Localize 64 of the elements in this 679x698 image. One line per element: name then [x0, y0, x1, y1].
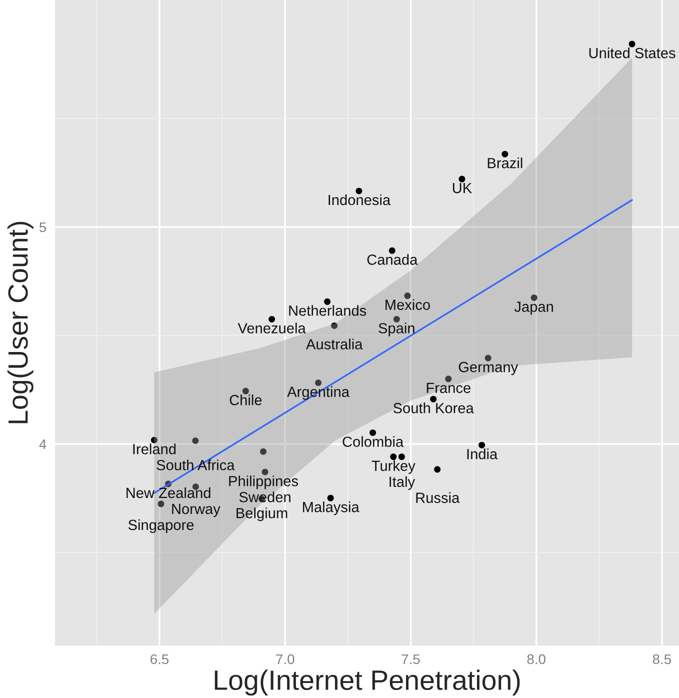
point	[331, 322, 338, 329]
x-tick-label: 8.0	[527, 654, 546, 664]
y-tick-label: 4	[39, 439, 46, 450]
point	[484, 354, 492, 362]
annotation: Philippines	[229, 476, 298, 490]
annotation: Sweden	[239, 492, 290, 502]
annotation: Australia	[306, 338, 363, 350]
point	[242, 388, 249, 394]
annotation: Belgium	[236, 508, 288, 522]
annotation: Malaysia	[303, 502, 360, 516]
point	[430, 396, 437, 402]
annotation: Brazil	[488, 158, 522, 168]
y-tick-label: 5	[40, 222, 46, 232]
x-tick-label: 8.5	[652, 654, 671, 664]
annotation: South Korea	[393, 402, 474, 414]
point	[315, 380, 322, 386]
x-axis-title: Log(Internet Penetration)	[214, 670, 520, 696]
point	[390, 454, 397, 460]
x-tick-label: 6.5	[150, 654, 169, 664]
annotation: Japan	[514, 302, 553, 315]
point	[458, 176, 466, 182]
annotation: Canada	[367, 254, 418, 265]
point	[324, 298, 331, 305]
point	[393, 316, 400, 322]
annotation: France	[426, 382, 470, 394]
annotation: Germany	[458, 362, 518, 376]
annotation: India	[467, 448, 498, 460]
point	[158, 500, 164, 508]
annotation: Italy	[390, 476, 416, 490]
point	[260, 448, 267, 455]
annotation: Singapore	[128, 519, 194, 533]
point	[262, 468, 268, 476]
point	[150, 436, 158, 444]
annotation: Netherlands	[289, 305, 366, 316]
point	[327, 494, 334, 502]
point	[404, 292, 411, 300]
annotation: Chile	[230, 394, 262, 406]
x-tick-label: 7.0	[276, 654, 294, 664]
annotation: Mexico	[386, 299, 430, 310]
annotation: New Zealand	[126, 487, 210, 498]
x-tick-label: 7.5	[402, 654, 420, 664]
point	[434, 466, 441, 473]
y-axis-title: Log(User Count)	[7, 222, 34, 424]
annotation: Russia	[416, 492, 460, 503]
point	[628, 40, 636, 48]
annotation: Indonesia	[328, 194, 391, 206]
point	[502, 150, 508, 158]
point	[478, 442, 486, 448]
point	[370, 429, 376, 436]
annotation: Venezuela	[238, 322, 306, 334]
point	[356, 188, 362, 194]
annotation: Ireland	[133, 444, 176, 454]
annotation: Norway	[172, 504, 220, 517]
point	[398, 454, 405, 460]
annotation: UK	[452, 183, 472, 194]
point	[530, 294, 538, 301]
annotation: Colombia	[342, 436, 404, 447]
annotation: United States	[589, 48, 676, 58]
annotation: Turkey	[372, 460, 416, 474]
point	[445, 376, 452, 382]
point	[268, 316, 276, 322]
point	[388, 247, 396, 254]
point	[192, 437, 199, 444]
annotation: Spain	[378, 322, 414, 336]
